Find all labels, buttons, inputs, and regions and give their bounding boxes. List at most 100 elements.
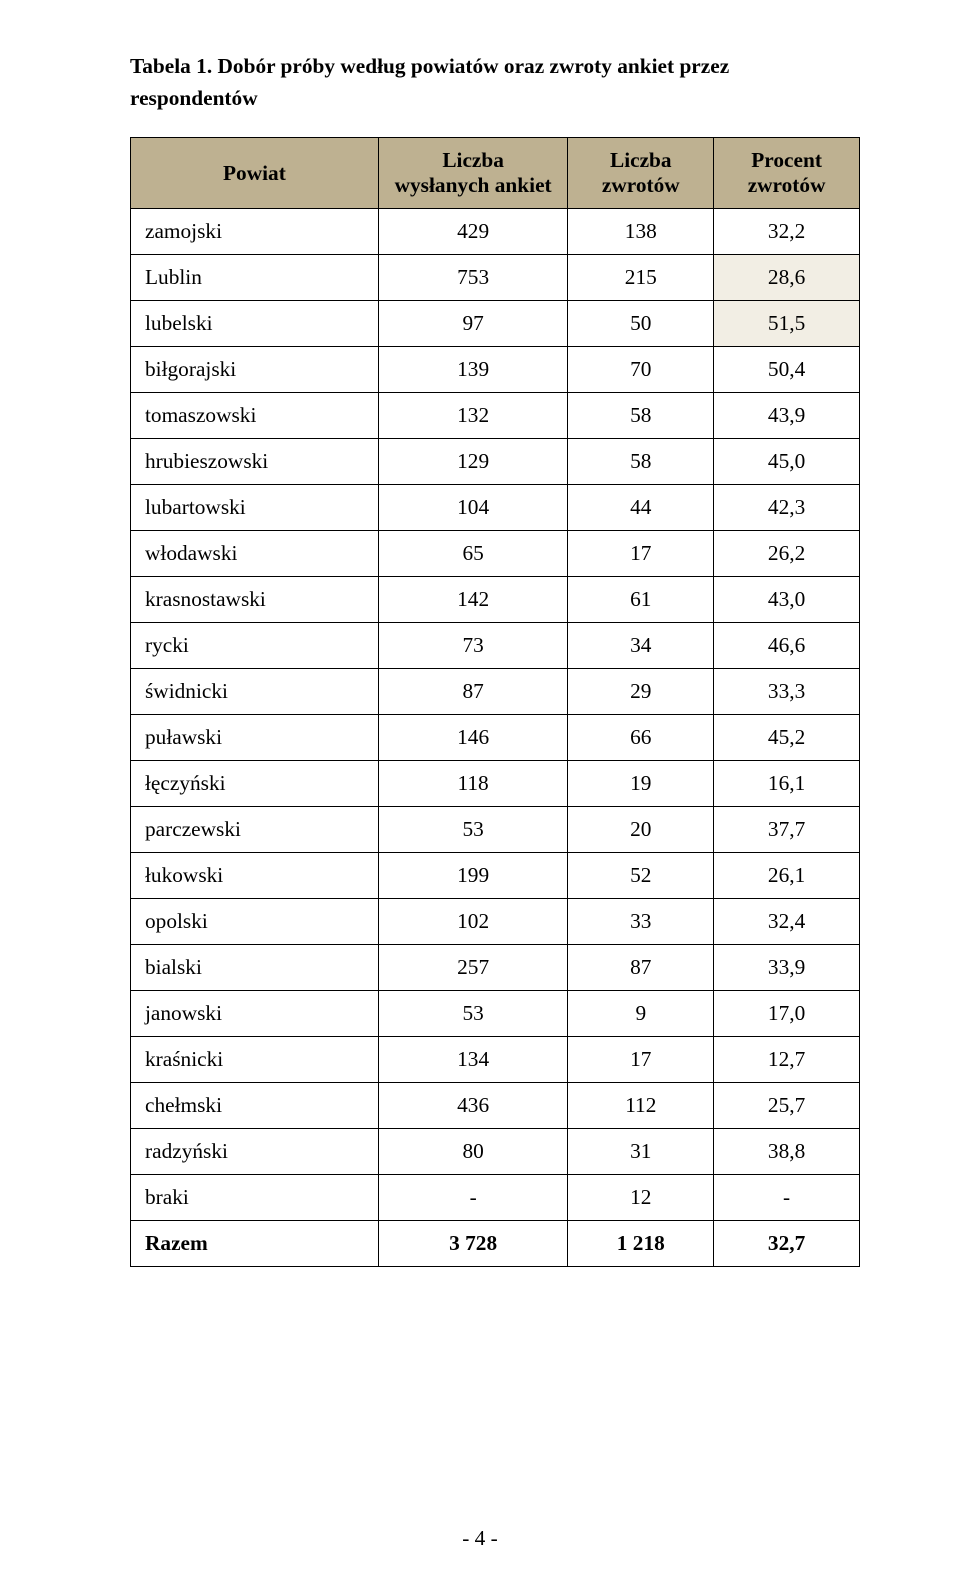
cell-procent: 43,9	[714, 393, 860, 439]
cell-procent: 45,0	[714, 439, 860, 485]
cell-zwroty: 33	[568, 899, 714, 945]
table-row: parczewski532037,7	[131, 807, 860, 853]
col-header-line2: zwrotów	[728, 173, 845, 198]
table-row: janowski53917,0	[131, 991, 860, 1037]
cell-procent: 42,3	[714, 485, 860, 531]
cell-zwroty: 52	[568, 853, 714, 899]
cell-powiat: bialski	[131, 945, 379, 991]
cell-zwroty: 9	[568, 991, 714, 1037]
cell-wyslane: 142	[378, 577, 568, 623]
cell-wyslane: 129	[378, 439, 568, 485]
cell-zwroty: 20	[568, 807, 714, 853]
cell-procent: 37,7	[714, 807, 860, 853]
table-row: łukowski1995226,1	[131, 853, 860, 899]
cell-procent: 50,4	[714, 347, 860, 393]
cell-wyslane: 53	[378, 991, 568, 1037]
data-table: PowiatLiczbawysłanych ankietLiczbazwrotó…	[130, 137, 860, 1267]
cell-wyslane: 429	[378, 209, 568, 255]
sum-cell-wyslane: 3 728	[378, 1221, 568, 1267]
cell-procent: 45,2	[714, 715, 860, 761]
cell-procent: 16,1	[714, 761, 860, 807]
cell-procent: 33,3	[714, 669, 860, 715]
cell-powiat: chełmski	[131, 1083, 379, 1129]
cell-powiat: włodawski	[131, 531, 379, 577]
cell-zwroty: 31	[568, 1129, 714, 1175]
cell-procent: 32,4	[714, 899, 860, 945]
cell-wyslane: 97	[378, 301, 568, 347]
cell-zwroty: 17	[568, 1037, 714, 1083]
table-row: biłgorajski1397050,4	[131, 347, 860, 393]
table-row: rycki733446,6	[131, 623, 860, 669]
cell-zwroty: 61	[568, 577, 714, 623]
cell-powiat: zamojski	[131, 209, 379, 255]
cell-zwroty: 50	[568, 301, 714, 347]
cell-powiat: tomaszowski	[131, 393, 379, 439]
cell-powiat: janowski	[131, 991, 379, 1037]
col-header-line2: zwrotów	[582, 173, 699, 198]
cell-zwroty: 19	[568, 761, 714, 807]
table-row: lubelski975051,5	[131, 301, 860, 347]
cell-wyslane: 132	[378, 393, 568, 439]
cell-wyslane: 53	[378, 807, 568, 853]
sum-cell-procent: 32,7	[714, 1221, 860, 1267]
cell-powiat: biłgorajski	[131, 347, 379, 393]
table-row: braki-12-	[131, 1175, 860, 1221]
cell-zwroty: 215	[568, 255, 714, 301]
cell-powiat: krasnostawski	[131, 577, 379, 623]
table-row: hrubieszowski1295845,0	[131, 439, 860, 485]
cell-powiat: opolski	[131, 899, 379, 945]
cell-procent: 32,2	[714, 209, 860, 255]
table-row: Lublin75321528,6	[131, 255, 860, 301]
cell-powiat: lubartowski	[131, 485, 379, 531]
col-header-zwroty: Liczbazwrotów	[568, 138, 714, 209]
table-row: kraśnicki1341712,7	[131, 1037, 860, 1083]
cell-procent: 51,5	[714, 301, 860, 347]
cell-wyslane: 146	[378, 715, 568, 761]
cell-powiat: łęczyński	[131, 761, 379, 807]
table-row: puławski1466645,2	[131, 715, 860, 761]
cell-procent: 43,0	[714, 577, 860, 623]
cell-wyslane: 753	[378, 255, 568, 301]
page: Tabela 1. Dobór próby według powiatów or…	[0, 0, 960, 1581]
table-row: opolski1023332,4	[131, 899, 860, 945]
table-row: łęczyński1181916,1	[131, 761, 860, 807]
cell-wyslane: 80	[378, 1129, 568, 1175]
sum-row: Razem3 7281 21832,7	[131, 1221, 860, 1267]
table-row: świdnicki872933,3	[131, 669, 860, 715]
table-row: włodawski651726,2	[131, 531, 860, 577]
cell-zwroty: 29	[568, 669, 714, 715]
cell-procent: 26,1	[714, 853, 860, 899]
cell-procent: 38,8	[714, 1129, 860, 1175]
cell-zwroty: 87	[568, 945, 714, 991]
cell-procent: -	[714, 1175, 860, 1221]
cell-powiat: Lublin	[131, 255, 379, 301]
cell-wyslane: 199	[378, 853, 568, 899]
cell-zwroty: 58	[568, 393, 714, 439]
caption-label: Tabela 1.	[130, 54, 212, 78]
caption-text: Dobór próby według powiatów oraz zwroty …	[130, 54, 729, 110]
table-row: tomaszowski1325843,9	[131, 393, 860, 439]
cell-wyslane: 102	[378, 899, 568, 945]
cell-zwroty: 138	[568, 209, 714, 255]
cell-powiat: kraśnicki	[131, 1037, 379, 1083]
cell-wyslane: 73	[378, 623, 568, 669]
cell-zwroty: 12	[568, 1175, 714, 1221]
cell-wyslane: 139	[378, 347, 568, 393]
cell-zwroty: 44	[568, 485, 714, 531]
table-caption: Tabela 1. Dobór próby według powiatów or…	[130, 51, 860, 115]
cell-powiat: parczewski	[131, 807, 379, 853]
table-body: zamojski42913832,2Lublin75321528,6lubels…	[131, 209, 860, 1267]
col-header-line1: Procent	[728, 148, 845, 173]
cell-zwroty: 112	[568, 1083, 714, 1129]
table-row: radzyński803138,8	[131, 1129, 860, 1175]
cell-powiat: braki	[131, 1175, 379, 1221]
table-row: krasnostawski1426143,0	[131, 577, 860, 623]
table-row: zamojski42913832,2	[131, 209, 860, 255]
cell-procent: 26,2	[714, 531, 860, 577]
cell-powiat: świdnicki	[131, 669, 379, 715]
cell-wyslane: 436	[378, 1083, 568, 1129]
cell-wyslane: 257	[378, 945, 568, 991]
cell-procent: 28,6	[714, 255, 860, 301]
cell-zwroty: 17	[568, 531, 714, 577]
cell-wyslane: 134	[378, 1037, 568, 1083]
